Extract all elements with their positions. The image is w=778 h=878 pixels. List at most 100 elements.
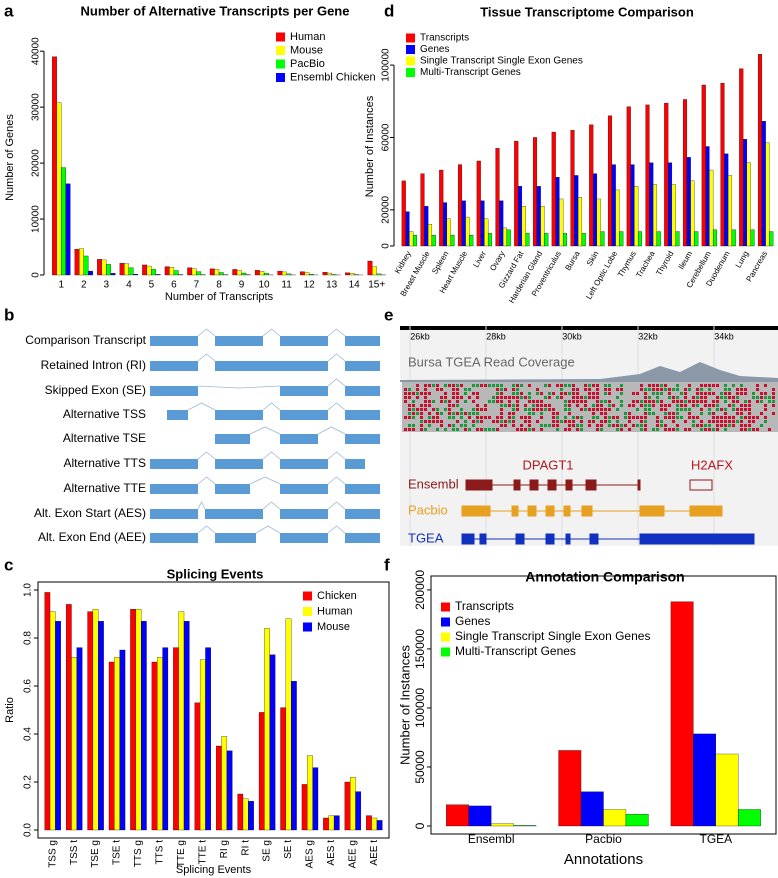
read (608, 408, 611, 411)
read (716, 404, 719, 407)
exon (345, 386, 380, 396)
bar (291, 681, 297, 831)
read (432, 400, 435, 403)
read (716, 396, 719, 399)
read (688, 400, 691, 403)
read (536, 400, 539, 403)
read (488, 416, 491, 419)
read (536, 392, 539, 395)
bar (218, 272, 224, 276)
read (664, 404, 667, 407)
read (616, 424, 619, 427)
read (700, 424, 703, 427)
read (664, 384, 667, 387)
legend-swatch (303, 622, 312, 632)
read (720, 416, 723, 419)
bar (205, 647, 211, 831)
read (484, 384, 487, 387)
read (628, 420, 631, 423)
bar (371, 817, 378, 831)
diagram-b: Comparison Transcript Retained Intron (RI… (25, 328, 380, 544)
ruler-label: 32kb (638, 331, 658, 341)
read (760, 412, 763, 415)
bar (468, 805, 492, 827)
bar (603, 809, 627, 827)
read (528, 392, 531, 395)
y-tick-label: 100000 (413, 688, 427, 728)
read (672, 400, 675, 403)
bar (376, 820, 383, 831)
read (528, 396, 531, 399)
read (760, 400, 763, 403)
x-tick-label: TTE t (197, 840, 208, 865)
track-exon (527, 505, 537, 517)
read (424, 400, 427, 403)
bar (214, 269, 220, 276)
coverage (400, 362, 778, 382)
bar (420, 173, 425, 247)
read (692, 416, 695, 419)
read (528, 384, 531, 387)
read (724, 400, 727, 403)
bar (248, 801, 254, 831)
read (476, 392, 479, 395)
read (488, 428, 491, 431)
read (496, 388, 499, 391)
y-tick-label: 60000 (381, 123, 392, 151)
read (584, 388, 587, 391)
bar (536, 186, 541, 247)
x-tick-label: TSE t (112, 840, 123, 865)
read (760, 396, 763, 399)
x-tick-label: 12 (304, 280, 316, 291)
read (480, 420, 483, 423)
intron (327, 353, 346, 362)
legend-swatch (276, 59, 285, 69)
track-exon (513, 479, 521, 491)
read (424, 420, 427, 423)
bar (757, 54, 763, 247)
read (448, 412, 451, 415)
read (756, 400, 759, 403)
read (464, 420, 467, 423)
read (448, 400, 451, 403)
read (748, 416, 751, 419)
track-exon (479, 533, 487, 545)
read (724, 416, 727, 419)
read (660, 384, 663, 387)
read (640, 388, 643, 391)
read (736, 412, 739, 415)
track-exon (637, 479, 641, 491)
read (572, 384, 575, 387)
read (736, 392, 739, 395)
read (620, 392, 623, 395)
y-tick-label: 0.0 (23, 823, 34, 837)
bar (670, 601, 694, 827)
read (516, 392, 519, 395)
legend-label: Ensembl Chicken (290, 71, 376, 83)
read (644, 404, 647, 407)
read (764, 404, 767, 407)
bar (502, 227, 508, 247)
bar (645, 104, 650, 247)
read (420, 424, 423, 427)
y-tick-label: 100000 (381, 48, 392, 82)
read (656, 392, 659, 395)
read (424, 388, 427, 391)
bar (65, 604, 72, 831)
track-exon (511, 505, 519, 517)
bar (119, 263, 125, 276)
read (476, 396, 479, 399)
read (448, 424, 451, 427)
read (596, 408, 599, 411)
x-tick-label: 7 (194, 280, 200, 291)
ruler-label: 30kb (562, 331, 582, 341)
read (516, 404, 519, 407)
read (404, 388, 407, 391)
read (580, 408, 583, 411)
read (672, 420, 675, 423)
y-axis-title: Number of Instances (397, 645, 412, 765)
read (748, 404, 751, 407)
read (460, 396, 463, 399)
read (516, 388, 519, 391)
read (480, 408, 483, 411)
